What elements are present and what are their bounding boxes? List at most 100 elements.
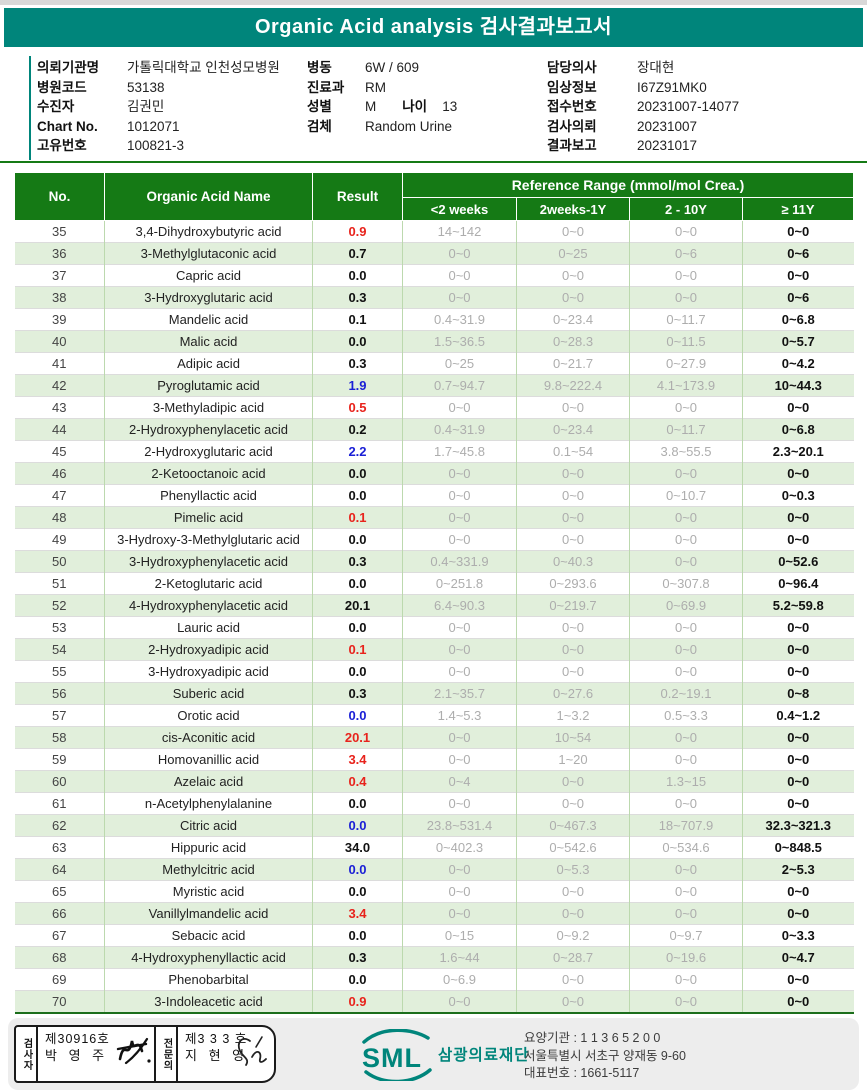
result-value: 0.0: [312, 528, 403, 551]
result-value: 0.9: [312, 990, 403, 1013]
info-label: 수진자: [37, 99, 75, 114]
report-title: Organic Acid analysis 검사결과보고서: [4, 8, 863, 47]
range-2-10y: 0~11.7: [629, 418, 743, 441]
range-2weeks-1y: 0~0: [516, 528, 630, 551]
acid-name: Mandelic acid: [104, 308, 313, 331]
range-2-10y: 0~0: [629, 880, 743, 903]
range-over11y: 0~6: [742, 242, 854, 265]
row-number: 63: [14, 836, 105, 859]
range-over11y: 0~0: [742, 770, 854, 793]
result-value: 0.2: [312, 418, 403, 441]
info-label: 병원코드: [37, 79, 87, 95]
row-number: 57: [14, 704, 105, 727]
table-row: 40 Malic acid 0.0 1.5~36.5 0~28.3 0~11.5…: [14, 330, 854, 353]
range-2weeks-1y: 0~0: [516, 638, 630, 661]
acid-name: Vanillylmandelic acid: [104, 902, 313, 925]
range-2weeks-1y: 9.8~222.4: [516, 374, 630, 397]
result-value: 0.0: [312, 858, 403, 881]
table-row: 63 Hippuric acid 34.0 0~402.3 0~542.6 0~…: [14, 836, 854, 859]
info-label: 임상정보: [547, 79, 597, 95]
result-value: 0.0: [312, 924, 403, 947]
range-under2weeks: 0~0: [402, 902, 517, 925]
info-value: 가톨릭대학교 인천성모병원: [127, 60, 280, 75]
range-under2weeks: 0~0: [402, 748, 517, 771]
info-value: 53138: [127, 79, 165, 95]
range-2weeks-1y: 0~40.3: [516, 550, 630, 573]
info-label: Chart No.: [37, 118, 98, 134]
range-under2weeks: 0~15: [402, 924, 517, 947]
top-strip: [0, 0, 867, 5]
row-number: 67: [14, 924, 105, 947]
result-value: 0.7: [312, 242, 403, 265]
result-value: 0.3: [312, 946, 403, 969]
result-value: 0.9: [312, 220, 403, 243]
range-2weeks-1y: 0~0: [516, 770, 630, 793]
acid-name: 4-Hydroxyphenyllactic acid: [104, 946, 313, 969]
row-number: 59: [14, 748, 105, 771]
range-over11y: 32.3~321.3: [742, 814, 854, 837]
range-2-10y: 0~0: [629, 858, 743, 881]
acid-name: Phenobarbital: [104, 968, 313, 991]
range-under2weeks: 0~251.8: [402, 572, 517, 595]
patient-info-right: 담당의사 장대현 임상정보 I67Z91MK0 접수번호 20231007-14077…: [547, 58, 739, 156]
range-under2weeks: 0~0: [402, 286, 517, 309]
acid-name: Hippuric acid: [104, 836, 313, 859]
result-value: 34.0: [312, 836, 403, 859]
result-value: 0.0: [312, 968, 403, 991]
range-over11y: 0~0: [742, 990, 854, 1013]
section-divider: [0, 161, 867, 163]
table-row: 60 Azelaic acid 0.4 0~4 0~0 1.3~15 0~0: [14, 770, 854, 793]
range-2weeks-1y: 0~293.6: [516, 572, 630, 595]
result-value: 0.3: [312, 352, 403, 375]
sml-logo: SML: [356, 1028, 436, 1086]
range-2-10y: 0~69.9: [629, 594, 743, 617]
result-value: 0.0: [312, 330, 403, 353]
table-row: 58 cis-Aconitic acid 20.1 0~0 10~54 0~0 …: [14, 726, 854, 749]
range-2-10y: 0~0: [629, 506, 743, 529]
range-under2weeks: 0~25: [402, 352, 517, 375]
row-number: 54: [14, 638, 105, 661]
range-2weeks-1y: 0~23.4: [516, 418, 630, 441]
table-row: 41 Adipic acid 0.3 0~25 0~21.7 0~27.9 0~…: [14, 352, 854, 375]
row-number: 53: [14, 616, 105, 639]
row-number: 70: [14, 990, 105, 1013]
range-under2weeks: 0.7~94.7: [402, 374, 517, 397]
table-row: 70 3-Indoleacetic acid 0.9 0~0 0~0 0~0 0…: [14, 990, 854, 1013]
patient-info-section: 의뢰기관명 가톨릭대학교 인천성모병원 병원코드 53138 수진자 김권민 Char…: [29, 56, 851, 160]
range-over11y: 2.3~20.1: [742, 440, 854, 463]
acid-name: 3-Hydroxyglutaric acid: [104, 286, 313, 309]
range-over11y: 0~3.3: [742, 924, 854, 947]
contact-line-phone: 대표번호 : 1661-5117: [524, 1066, 640, 1080]
range-2-10y: 0~0: [629, 550, 743, 573]
table-row: 44 2-Hydroxyphenylacetic acid 0.2 0.4~31…: [14, 418, 854, 441]
column-header-2weeks-1y: 2weeks-1Y: [516, 197, 630, 221]
table-row: 68 4-Hydroxyphenyllactic acid 0.3 1.6~44…: [14, 946, 854, 969]
range-2weeks-1y: 0~0: [516, 792, 630, 815]
range-2-10y: 0~307.8: [629, 572, 743, 595]
acid-name: 3-Methyladipic acid: [104, 396, 313, 419]
examiner-name: 박 영 주: [45, 1048, 109, 1063]
contact-line-address: 서울특별시 서초구 양재동 9-60: [524, 1048, 686, 1063]
patient-info-left: 의뢰기관명 가톨릭대학교 인천성모병원 병원코드 53138 수진자 김권민 Char…: [37, 58, 280, 156]
range-2-10y: 0~27.9: [629, 352, 743, 375]
result-value: 0.0: [312, 704, 403, 727]
result-value: 0.0: [312, 792, 403, 815]
range-over11y: 0~0: [742, 264, 854, 287]
row-number: 51: [14, 572, 105, 595]
range-2-10y: 18~707.9: [629, 814, 743, 837]
table-row: 36 3-Methylglutaconic acid 0.7 0~0 0~25 …: [14, 242, 854, 265]
range-under2weeks: 0~0: [402, 264, 517, 287]
specialist-license: 제3 3 3 호: [185, 1032, 248, 1046]
row-number: 46: [14, 462, 105, 485]
row-number: 38: [14, 286, 105, 309]
contact-line-org-number: 요양기관 : 1 1 3 6 5 2 0 0: [524, 1031, 661, 1045]
result-value: 0.5: [312, 396, 403, 419]
column-header-reference-range: Reference Range (mmol/mol Crea.): [402, 172, 854, 198]
table-row: 42 Pyroglutamic acid 1.9 0.7~94.7 9.8~22…: [14, 374, 854, 397]
table-row: 66 Vanillylmandelic acid 3.4 0~0 0~0 0~0…: [14, 902, 854, 925]
range-2weeks-1y: 0~0: [516, 506, 630, 529]
table-row: 49 3-Hydroxy-3-Methylglutaric acid 0.0 0…: [14, 528, 854, 551]
range-2weeks-1y: 0~0: [516, 396, 630, 419]
range-over11y: 0~0: [742, 638, 854, 661]
specialist-signature: [237, 1036, 267, 1066]
